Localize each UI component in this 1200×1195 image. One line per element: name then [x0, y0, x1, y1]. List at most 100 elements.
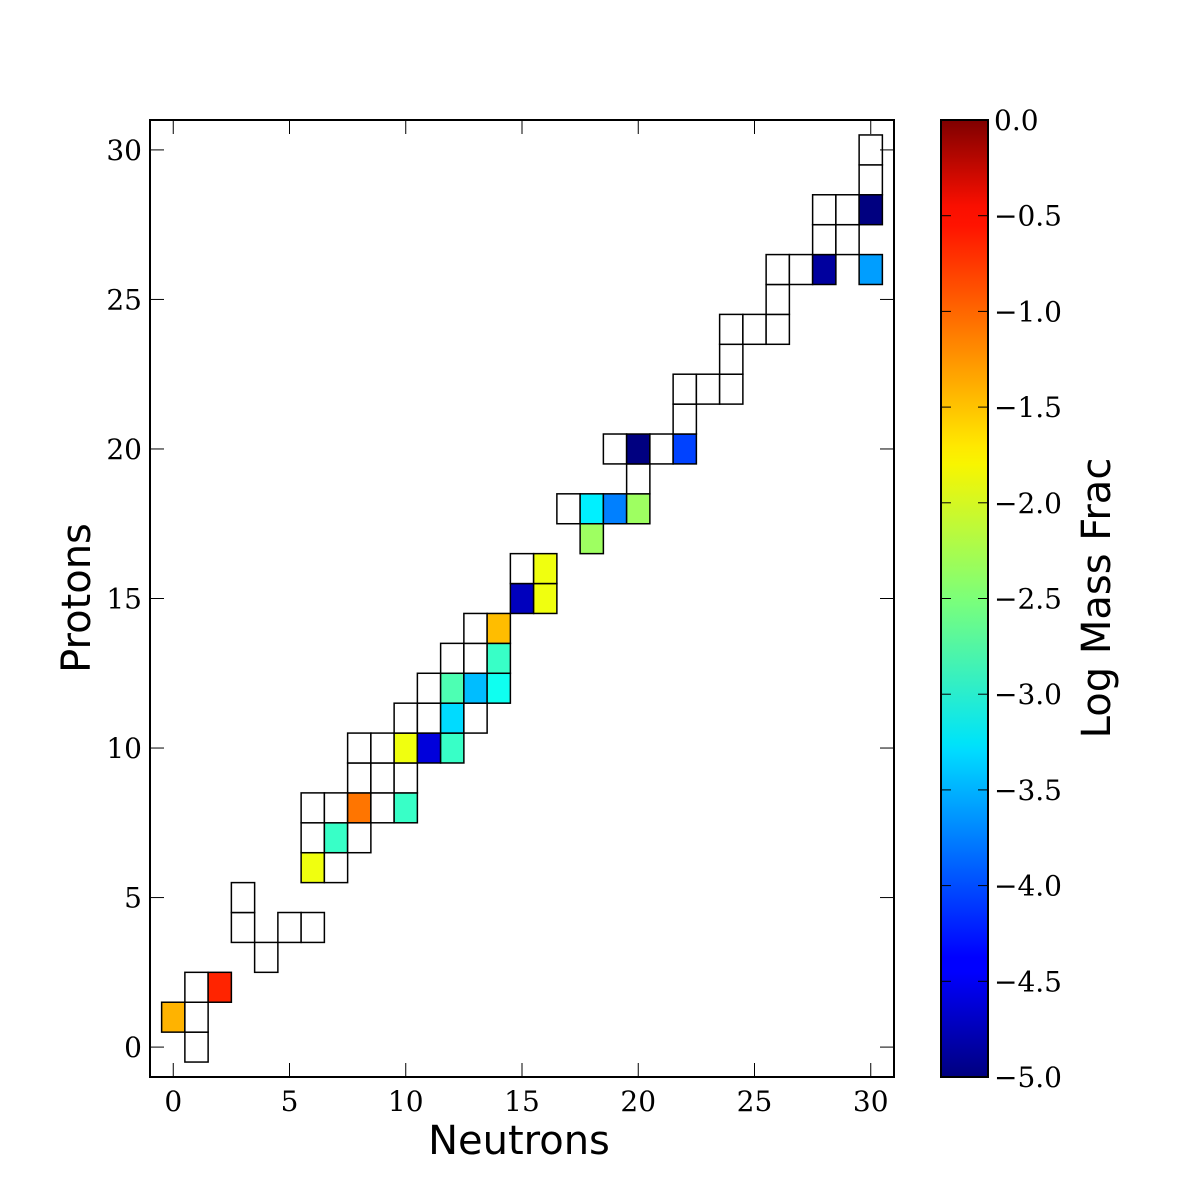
nuclide-cell	[300, 792, 326, 824]
nuclide-cell	[184, 971, 209, 1003]
nuclide-cell	[532, 552, 558, 585]
nuclide-cell	[602, 493, 628, 525]
nuclide-cell	[184, 1031, 209, 1063]
nuclide-cell	[556, 493, 581, 525]
nuclide-cell	[788, 253, 814, 286]
nuclide-cell	[323, 851, 349, 884]
y-tick-label: 30	[106, 134, 142, 167]
colorbar-label: Log Mass Frac	[1074, 458, 1120, 739]
nuclide-cell	[811, 194, 837, 226]
y-tick-label: 25	[106, 283, 142, 316]
nuclide-cell	[346, 822, 372, 854]
colorbar-tick-label: −4.0	[994, 870, 1062, 903]
nuclide-cell	[300, 822, 326, 854]
nuclide-cell	[160, 1001, 186, 1033]
nuclide-cell	[416, 702, 442, 734]
nuclide-cell	[370, 792, 395, 824]
nuclide-cell	[718, 343, 744, 375]
nuclide-cell	[579, 493, 605, 525]
nuclide-cell	[230, 911, 256, 944]
nuclide-cell	[858, 164, 884, 196]
colorbar-tick-label: −2.0	[994, 487, 1062, 520]
colorbar-tick-label: −0.5	[994, 200, 1062, 233]
colorbar-tick-label: −3.5	[994, 774, 1062, 807]
nuclide-cell	[393, 702, 419, 734]
nuclide-cell	[253, 941, 279, 974]
colorbar-ticks: 0.0 −0.5 −1.0 −1.5 −2.0 −2.5 −3.0 −3.5 −4.0 −4.5 −…	[941, 104, 1062, 1094]
x-axis-label: Neutrons	[428, 1118, 610, 1164]
nuclide-cell	[765, 283, 791, 316]
x-tick-label: 15	[504, 1085, 540, 1118]
x-tick-label: 30	[853, 1085, 889, 1118]
y-axis-label: Protons	[54, 523, 100, 673]
y-tick-label: 10	[106, 732, 142, 765]
nuclide-cell	[509, 582, 535, 615]
nuclide-cell	[463, 672, 488, 704]
nuclide-cell	[486, 672, 512, 704]
y-axis-ticks: 0 5 10 15 20 25 30	[106, 134, 894, 1064]
nuclide-cell	[277, 911, 302, 944]
x-axis-ticks: 0 5 10 15 20 25 30	[164, 120, 889, 1118]
colorbar-tick-label: −1.5	[994, 391, 1062, 424]
nuclide-cell	[858, 134, 884, 166]
x-tick-label: 25	[737, 1085, 773, 1118]
nuclide-cell	[672, 373, 698, 405]
x-tick-label: 10	[388, 1085, 424, 1118]
nuclide-cell	[323, 822, 349, 854]
nuclide-cell	[835, 194, 860, 226]
nuclide-cell	[230, 881, 256, 914]
nuclide-cell	[625, 463, 651, 495]
y-tick-label: 5	[124, 882, 142, 915]
y-tick-label: 15	[106, 583, 142, 616]
nuclide-cell	[672, 403, 698, 435]
nuclide-cell	[300, 851, 326, 884]
nuclide-cell	[625, 493, 651, 525]
nuclide-cell	[393, 762, 419, 794]
nuclide-cell	[416, 672, 442, 704]
nuclide-cell	[370, 732, 395, 764]
y-tick-label: 0	[124, 1031, 142, 1064]
nuclide-cell	[811, 253, 837, 286]
nuclide-cell	[742, 313, 767, 346]
nuclide-cell	[486, 642, 512, 675]
nuclide-cell	[439, 672, 465, 704]
nuclide-cell	[765, 253, 791, 286]
nuclide-cell	[346, 762, 372, 794]
nuclide-cell	[463, 642, 488, 675]
colorbar-tick-label: −3.0	[994, 678, 1062, 711]
colorbar-tick-label: −2.5	[994, 583, 1062, 616]
nuclide-cell	[346, 732, 372, 764]
nuclide-cell	[835, 223, 860, 256]
y-tick-label: 20	[106, 433, 142, 466]
nuclide-cell	[370, 762, 395, 794]
nuclide-cell	[323, 792, 349, 824]
nuclide-cell	[393, 732, 419, 764]
nuclide-cell	[858, 194, 884, 226]
colorbar-tick-label: −4.5	[994, 965, 1062, 998]
heatmap-cells	[160, 134, 884, 1063]
x-tick-label: 5	[281, 1085, 299, 1118]
x-tick-label: 20	[620, 1085, 656, 1118]
nuclide-cell	[439, 702, 465, 734]
nuclide-cell	[184, 1001, 209, 1033]
x-tick-label: 0	[164, 1085, 182, 1118]
nuclide-cell	[439, 732, 465, 764]
nuclide-cell	[718, 373, 744, 405]
colorbar-tick-label: −1.0	[994, 295, 1062, 328]
nuclide-cell	[207, 971, 233, 1003]
nuclide-cell	[718, 313, 744, 346]
nuclide-cell	[439, 642, 465, 675]
nuclide-cell	[463, 702, 488, 734]
nuclide-cell	[300, 911, 326, 944]
nuclide-cell	[579, 522, 605, 555]
nuclide-cell	[695, 373, 721, 405]
nuclide-cell	[649, 433, 674, 465]
nuclide-cell	[509, 552, 535, 585]
colorbar-tick-label: 0.0	[994, 104, 1039, 137]
nuclide-cell	[463, 612, 488, 645]
nuclide-cell	[393, 792, 419, 824]
colorbar-tick-label: −5.0	[994, 1061, 1062, 1094]
nuclide-cell	[346, 792, 372, 824]
nuclide-cell	[858, 253, 884, 286]
